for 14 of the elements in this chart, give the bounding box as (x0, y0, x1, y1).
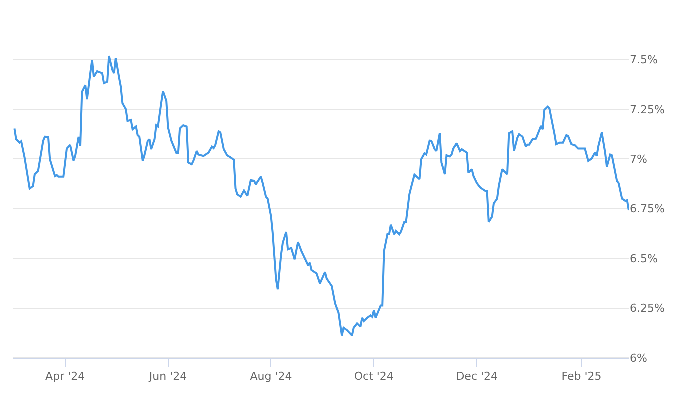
x-tick-label: Jun '24 (148, 370, 188, 384)
y-tick-label: 7.25% (630, 103, 665, 116)
x-tick-label: Dec '24 (456, 370, 498, 384)
x-tick-label: Aug '24 (250, 370, 292, 384)
y-tick-label: 6.25% (630, 302, 665, 316)
y-tick-label: 7.5% (630, 54, 658, 67)
y-tick-label: 7% (630, 152, 648, 166)
line-series (14, 55, 629, 337)
x-tick-label: Oct '24 (354, 370, 394, 384)
x-tick-label: Feb '25 (562, 370, 602, 384)
y-tick-label: 6.5% (630, 252, 658, 266)
x-tick-label: Apr '24 (46, 370, 86, 384)
y-tick-label: 6.75% (630, 202, 665, 216)
y-tick-label: 6% (630, 352, 648, 365)
